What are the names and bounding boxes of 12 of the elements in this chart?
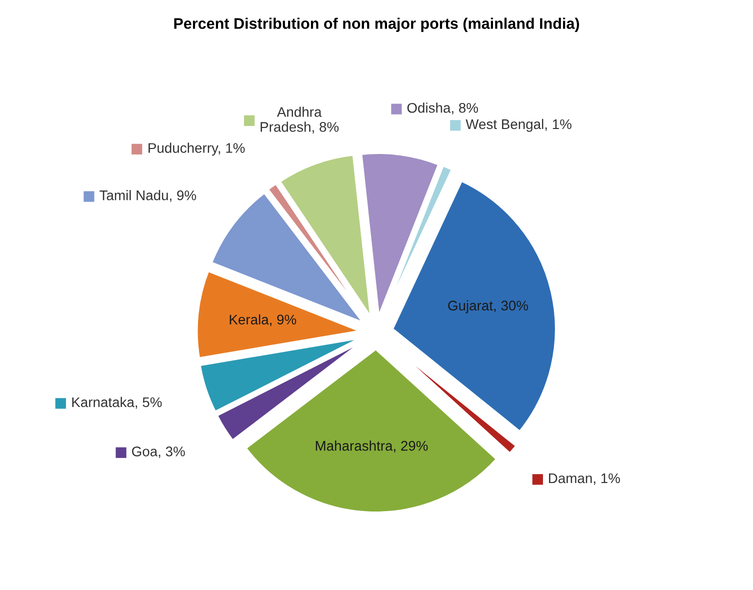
legend-label: Daman, 1% xyxy=(549,473,620,485)
chart-title: Percent Distribution of non major ports (mainland India) xyxy=(174,18,580,32)
slice-label: Maharashtra, 29% xyxy=(316,440,428,452)
legend-label: West Bengal, 1% xyxy=(466,118,572,132)
legend-label: Andhra Pradesh, 8% xyxy=(260,106,339,134)
legend-label: Odisha, 8% xyxy=(407,102,478,114)
legend-label: Tamil Nadu, 9% xyxy=(100,190,196,202)
slice-label: Kerala, 9% xyxy=(230,314,296,326)
legend-label: Goa, 3% xyxy=(132,446,185,458)
legend-label: Karnataka, 5% xyxy=(72,396,162,409)
legend-label: Puducherry, 1% xyxy=(148,142,245,156)
slice-label: Gujarat, 30% xyxy=(448,300,528,314)
